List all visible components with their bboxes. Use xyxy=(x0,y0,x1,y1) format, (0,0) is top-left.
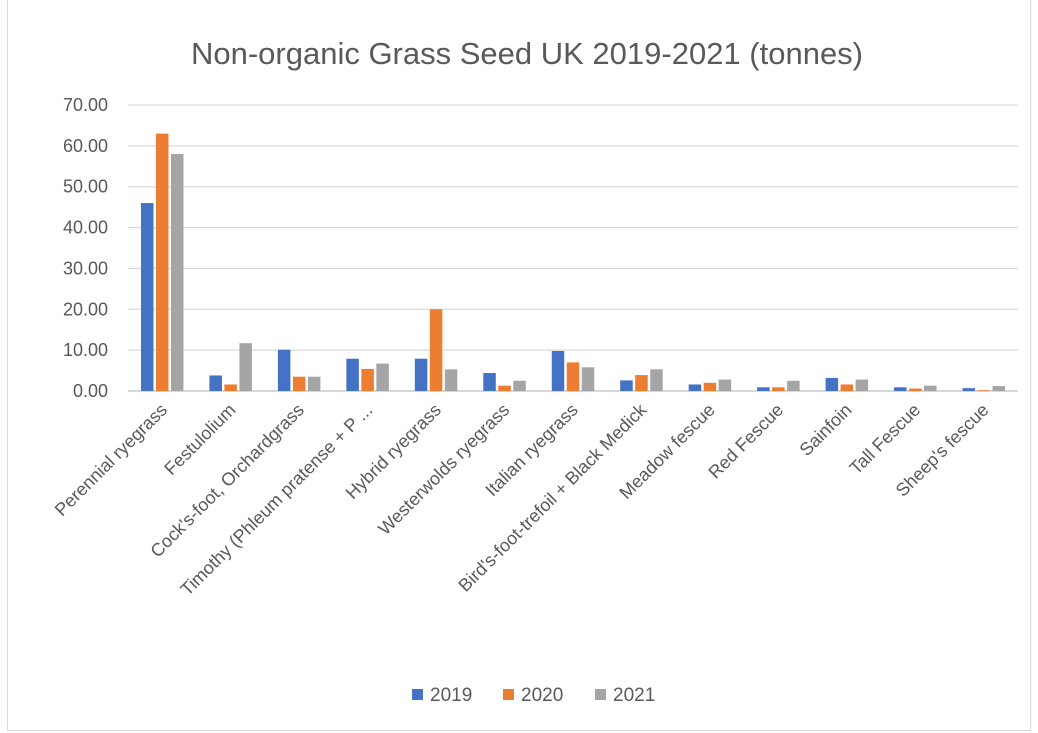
bar-2019 xyxy=(277,349,291,391)
chart-frame: Non-organic Grass Seed UK 2019-2021 (ton… xyxy=(7,0,1031,731)
bars xyxy=(140,133,1006,391)
bar-2019 xyxy=(414,358,428,391)
y-tick-label: 60.00 xyxy=(63,136,108,156)
x-tick-label: Perennial ryegrass xyxy=(51,400,171,520)
bar-chart: Non-organic Grass Seed UK 2019-2021 (ton… xyxy=(51,36,1018,706)
bar-2020 xyxy=(224,384,237,391)
bar-2020 xyxy=(840,384,854,391)
y-tick-label: 40.00 xyxy=(63,218,108,238)
bar-2020 xyxy=(977,390,991,391)
bar-2019 xyxy=(483,373,496,391)
bar-2019 xyxy=(140,203,154,391)
chart-title: Non-organic Grass Seed UK 2019-2021 (ton… xyxy=(191,36,863,71)
bar-2021 xyxy=(924,385,937,391)
bar-2019 xyxy=(962,388,976,391)
y-tick-label: 70.00 xyxy=(63,95,108,115)
x-axis-ticks: Perennial ryegrassFestuloliumCock's-foot… xyxy=(51,399,993,600)
bar-2020 xyxy=(429,309,443,391)
legend-label-2020: 2020 xyxy=(521,685,563,706)
bar-2020 xyxy=(772,387,785,391)
y-tick-label: 50.00 xyxy=(63,177,108,197)
bar-2021 xyxy=(992,386,1006,391)
bar-2021 xyxy=(581,367,595,391)
x-tick-label: Westerwolds ryegrass xyxy=(374,400,513,539)
bar-2020 xyxy=(361,368,374,391)
bar-2021 xyxy=(444,369,458,391)
bar-2021 xyxy=(650,369,663,391)
bar-2019 xyxy=(209,375,222,391)
bar-2021 xyxy=(307,376,321,391)
bar-2020 xyxy=(566,362,580,391)
bar-2021 xyxy=(855,379,869,391)
legend-swatch-2020 xyxy=(503,689,514,700)
bar-2020 xyxy=(909,388,922,391)
y-tick-label: 0.00 xyxy=(73,381,108,401)
bar-2020 xyxy=(703,382,717,391)
legend-swatch-2019 xyxy=(412,689,423,700)
bar-2020 xyxy=(155,133,169,391)
bar-2021 xyxy=(170,154,184,391)
legend-label-2021: 2021 xyxy=(613,685,655,706)
y-tick-label: 20.00 xyxy=(63,299,108,319)
gridlines xyxy=(128,104,1018,392)
bar-2020 xyxy=(635,375,648,391)
legend-swatch-2021 xyxy=(595,689,606,700)
bar-2019 xyxy=(894,387,907,391)
bar-2021 xyxy=(376,363,389,391)
y-tick-label: 30.00 xyxy=(63,258,108,278)
legend-label-2019: 2019 xyxy=(430,685,472,706)
bar-2019 xyxy=(688,384,702,391)
bar-2021 xyxy=(718,379,732,391)
bar-2019 xyxy=(346,358,359,391)
bar-2020 xyxy=(498,385,511,391)
bar-2021 xyxy=(239,343,252,391)
y-axis-ticks: 0.00 10.00 20.00 30.00 40.00 50.00 60.00 70.00 xyxy=(63,95,108,401)
legend: 2019 2020 2021 xyxy=(412,685,655,706)
bar-2019 xyxy=(620,380,633,391)
bar-2019 xyxy=(825,377,839,391)
bar-2021 xyxy=(513,380,526,391)
bar-2019 xyxy=(551,350,565,391)
x-tick-label: Sainfoin xyxy=(796,400,856,460)
bar-2020 xyxy=(292,376,306,391)
bar-2021 xyxy=(787,380,800,391)
bar-2019 xyxy=(757,387,770,391)
y-tick-label: 10.00 xyxy=(63,340,108,360)
